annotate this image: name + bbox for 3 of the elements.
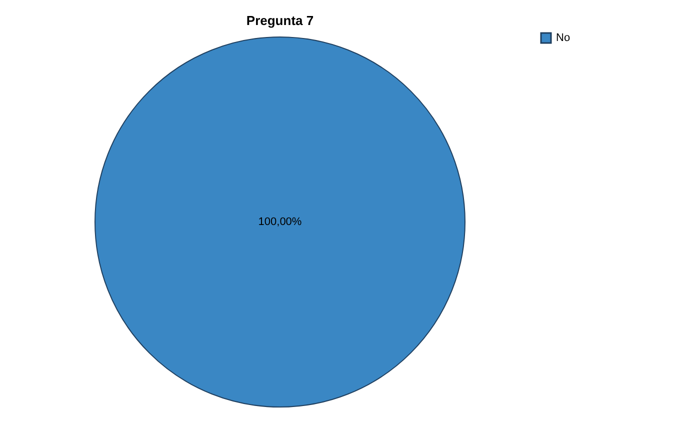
data-label: 100,00% xyxy=(258,216,302,228)
chart-title: Pregunta 7 xyxy=(246,13,314,28)
legend-label: No xyxy=(556,32,570,44)
